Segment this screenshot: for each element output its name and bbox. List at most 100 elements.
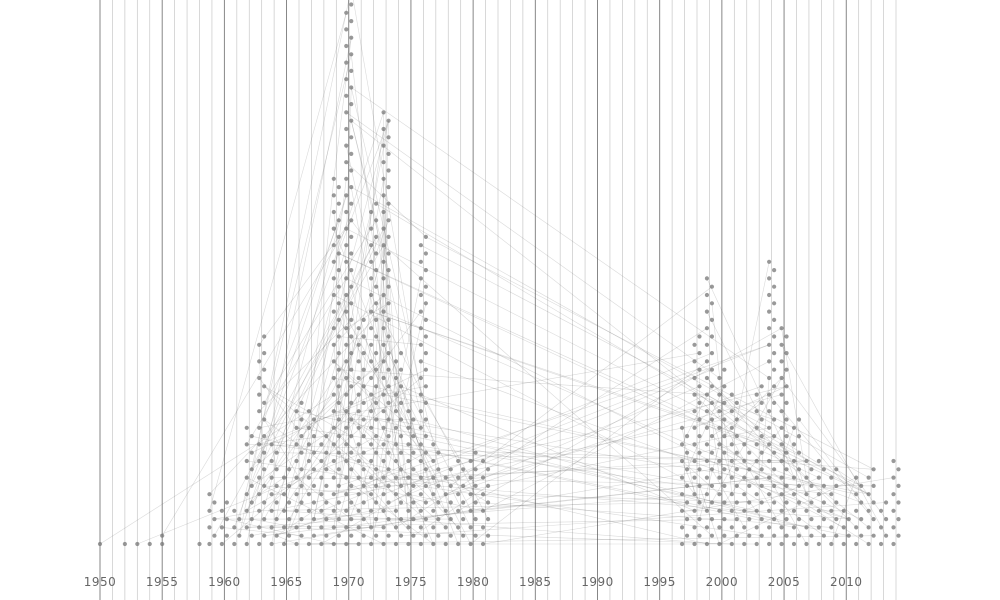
data-point xyxy=(791,525,797,530)
connection-line xyxy=(345,386,402,528)
data-point xyxy=(784,450,789,455)
data-point xyxy=(859,483,864,488)
data-point xyxy=(344,359,349,364)
data-point xyxy=(406,492,411,497)
data-point xyxy=(709,400,715,405)
data-point xyxy=(349,35,354,40)
data-point xyxy=(767,375,772,381)
data-point xyxy=(212,500,217,505)
data-point xyxy=(704,475,710,480)
data-point xyxy=(306,492,312,497)
data-point xyxy=(891,492,896,497)
connection-line xyxy=(313,178,347,453)
data-point xyxy=(692,458,697,464)
data-point xyxy=(456,492,461,497)
data-point xyxy=(331,392,336,397)
connection-line xyxy=(276,344,770,536)
connection-line xyxy=(371,311,770,445)
data-point xyxy=(448,500,453,505)
data-point xyxy=(257,525,262,530)
data-point xyxy=(224,533,229,538)
data-point xyxy=(692,425,697,430)
data-point xyxy=(784,400,789,405)
data-point xyxy=(274,467,279,472)
connection-line xyxy=(706,278,807,495)
data-point xyxy=(381,442,386,447)
data-point xyxy=(244,508,249,513)
data-point xyxy=(747,467,752,472)
data-point xyxy=(331,525,336,530)
data-point xyxy=(821,500,826,505)
connection-line xyxy=(375,220,389,254)
data-point xyxy=(485,500,491,505)
data-point xyxy=(336,268,341,273)
data-point xyxy=(224,500,229,505)
data-point xyxy=(393,375,399,381)
data-point xyxy=(349,417,354,422)
data-point xyxy=(784,483,789,488)
data-point xyxy=(729,409,734,414)
connection-line xyxy=(358,236,377,428)
data-point xyxy=(311,434,317,439)
connection-line xyxy=(271,444,327,453)
connection-line xyxy=(371,311,787,453)
connection-line xyxy=(161,220,352,536)
data-point xyxy=(398,483,404,488)
data-point xyxy=(336,533,341,538)
data-point xyxy=(406,442,411,447)
data-point xyxy=(759,483,764,488)
data-point xyxy=(356,375,361,381)
data-point xyxy=(286,517,292,522)
data-point xyxy=(406,458,411,464)
data-point xyxy=(767,326,772,331)
data-point xyxy=(423,500,428,505)
data-point xyxy=(418,276,423,281)
connection-line xyxy=(246,236,377,495)
connection-line xyxy=(425,236,874,470)
data-point xyxy=(866,492,871,497)
data-point xyxy=(804,458,809,464)
data-point xyxy=(344,292,349,298)
data-point xyxy=(269,541,274,547)
data-point xyxy=(361,351,366,356)
connection-line xyxy=(445,386,700,495)
connection-line xyxy=(353,0,422,395)
data-point xyxy=(381,126,386,132)
data-point xyxy=(257,492,262,497)
data-point xyxy=(804,475,809,480)
data-point xyxy=(393,409,399,414)
data-point xyxy=(754,392,759,397)
connection-line xyxy=(408,460,464,536)
data-point xyxy=(418,259,423,264)
connection-line xyxy=(699,444,720,520)
data-point xyxy=(767,475,772,480)
data-point xyxy=(349,334,354,339)
connection-line xyxy=(363,361,397,437)
data-point xyxy=(697,533,702,538)
data-point xyxy=(779,475,784,480)
data-point xyxy=(374,284,379,289)
data-point xyxy=(386,533,391,538)
data-point xyxy=(406,425,411,430)
data-point xyxy=(274,517,279,522)
data-point xyxy=(262,500,267,505)
connection-line xyxy=(338,253,820,478)
data-point xyxy=(311,533,317,538)
data-point xyxy=(244,492,249,497)
connection-line xyxy=(283,120,389,511)
data-point xyxy=(381,243,386,248)
connection-line xyxy=(333,128,384,478)
data-point xyxy=(331,508,336,513)
data-point xyxy=(772,351,777,356)
data-point xyxy=(257,458,262,464)
data-point xyxy=(722,533,727,538)
connection-line xyxy=(263,419,310,495)
data-point xyxy=(344,326,349,331)
data-point xyxy=(311,483,317,488)
data-point xyxy=(386,334,391,339)
data-point xyxy=(692,342,697,347)
data-point xyxy=(859,533,864,538)
data-point xyxy=(374,434,379,439)
connection-line xyxy=(363,336,471,545)
data-point xyxy=(299,467,304,472)
